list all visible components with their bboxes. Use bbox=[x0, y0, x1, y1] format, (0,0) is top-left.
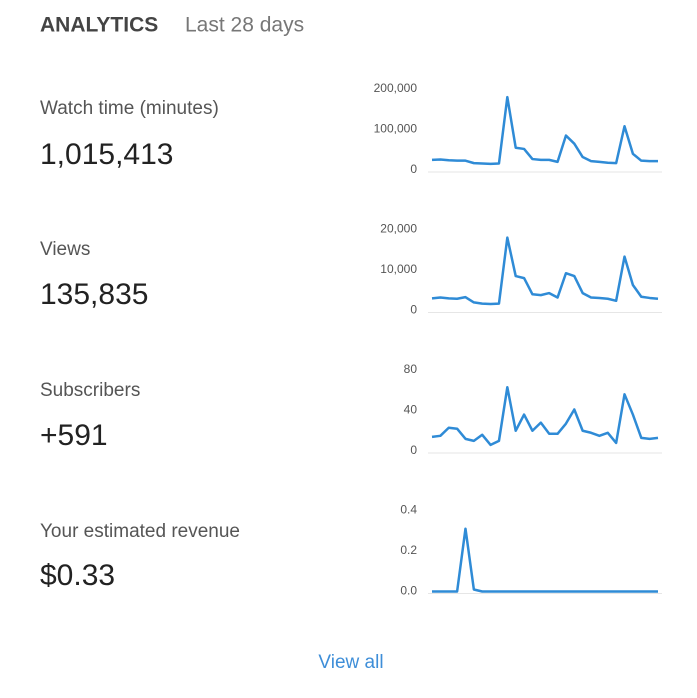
metric-value: +591 bbox=[40, 419, 108, 452]
metric-label: Your estimated revenue bbox=[40, 521, 240, 542]
y-tick-label: 200,000 bbox=[374, 81, 418, 95]
y-tick-label: 0.0 bbox=[400, 584, 417, 598]
y-tick-label: 80 bbox=[404, 362, 418, 376]
view-all-link[interactable]: View all bbox=[318, 652, 383, 673]
metric-value: 1,015,413 bbox=[40, 138, 173, 171]
sparkline bbox=[431, 385, 659, 447]
card-subtitle: Last 28 days bbox=[185, 14, 304, 37]
y-tick-label: 40 bbox=[404, 403, 418, 417]
metric-value: 135,835 bbox=[40, 278, 148, 311]
y-tick-label: 10,000 bbox=[380, 262, 417, 276]
y-tick-label: 100,000 bbox=[374, 122, 418, 136]
sparkline bbox=[431, 236, 659, 306]
y-tick-label: 20,000 bbox=[380, 222, 417, 236]
y-tick-label: 0 bbox=[410, 303, 417, 317]
y-tick-label: 0 bbox=[410, 162, 417, 176]
y-tick-label: 0.4 bbox=[400, 503, 417, 517]
card-title: ANALYTICS bbox=[40, 14, 158, 37]
metric-label: Subscribers bbox=[40, 380, 140, 401]
metric-label: Watch time (minutes) bbox=[40, 98, 219, 119]
metric-label: Views bbox=[40, 239, 90, 260]
y-tick-label: 0 bbox=[410, 443, 417, 457]
sparkline bbox=[431, 95, 658, 166]
y-tick-label: 0.2 bbox=[400, 543, 417, 557]
sparkline bbox=[432, 527, 658, 593]
metric-value: $0.33 bbox=[40, 559, 115, 592]
